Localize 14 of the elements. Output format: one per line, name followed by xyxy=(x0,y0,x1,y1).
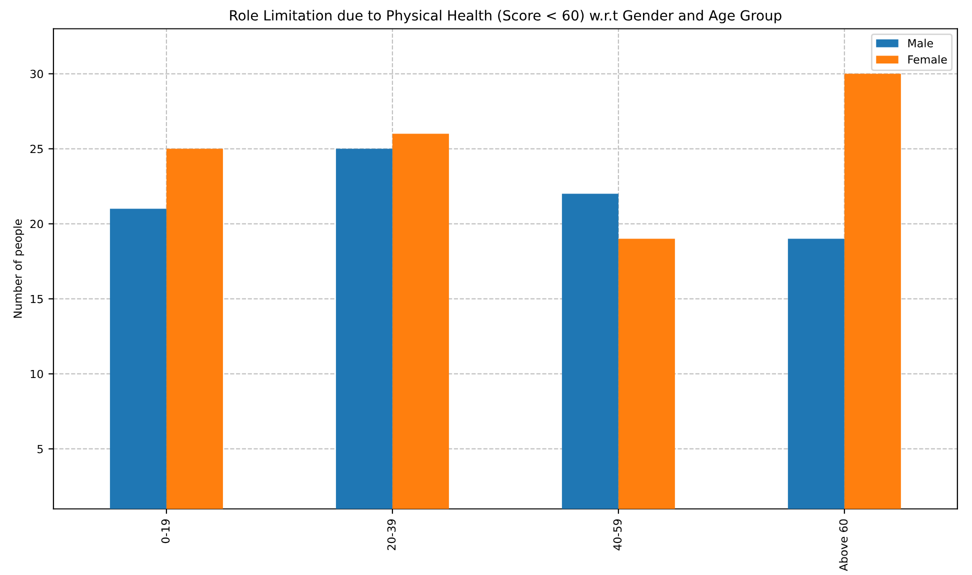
x-tick-label: 40-59 xyxy=(613,519,622,550)
legend-label: Female xyxy=(908,55,947,64)
legend-label: Male xyxy=(908,38,933,48)
x-tick-label: Above 60 xyxy=(839,519,848,572)
y-axis-title: Number of people xyxy=(13,219,24,318)
y-tick-label: 5 xyxy=(38,444,43,454)
y-tick-label: 15 xyxy=(30,294,43,304)
x-tick-label: 20-39 xyxy=(387,519,396,550)
y-tick-label: 30 xyxy=(30,70,43,78)
y-tick-label: 25 xyxy=(30,144,43,154)
y-tick-label: 20 xyxy=(30,220,43,228)
chart-title: Role Limitation due to Physical Health (Score < 60) w.r.t Gender and Age Group xyxy=(230,10,782,24)
x-tick-label: 0-19 xyxy=(161,519,170,544)
y-tick-label: 10 xyxy=(30,370,43,378)
